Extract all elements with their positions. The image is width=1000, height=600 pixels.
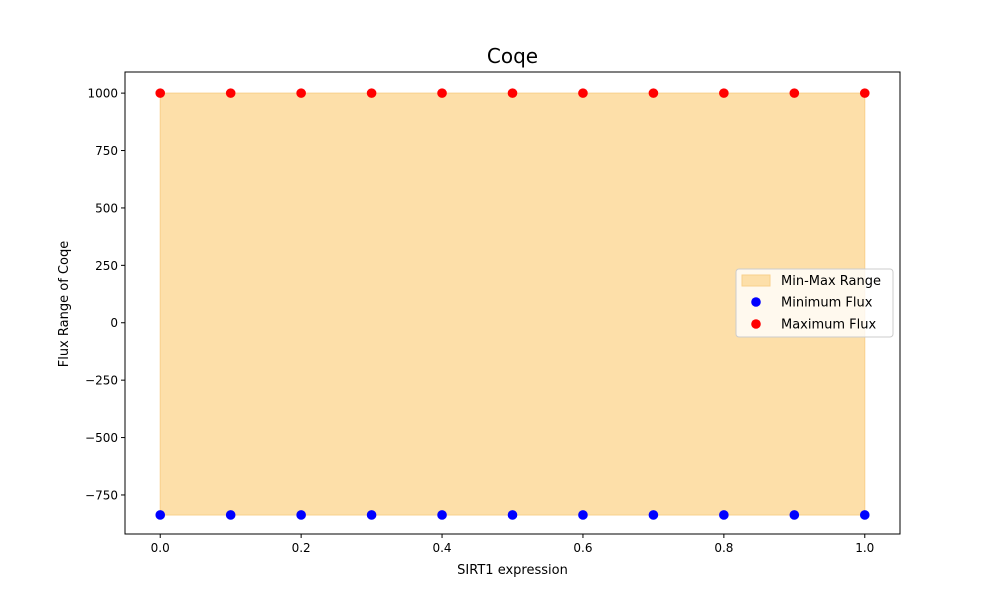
maximum-flux-point bbox=[719, 88, 729, 98]
x-ticks: 0.0 0.2 0.4 0.6 0.8 1.0 bbox=[151, 534, 874, 555]
x-tick-label: 0.8 bbox=[714, 541, 733, 555]
x-tick-label: 0.6 bbox=[573, 541, 592, 555]
x-tick-label: 0.4 bbox=[432, 541, 451, 555]
legend-box bbox=[735, 268, 894, 338]
y-tick-label: 1000 bbox=[87, 87, 118, 101]
y-tick-label: −500 bbox=[85, 431, 118, 445]
y-tick-label: 750 bbox=[95, 144, 118, 158]
maximum-flux-point bbox=[507, 88, 518, 98]
legend-swatch-range bbox=[741, 274, 771, 287]
minimum-flux-point bbox=[225, 510, 236, 520]
maximum-flux-point bbox=[437, 88, 447, 98]
maximum-flux-point bbox=[648, 88, 659, 98]
minimum-flux-point bbox=[366, 510, 377, 520]
maximum-flux-point bbox=[578, 88, 588, 98]
legend: Min-Max Range Minimum Flux Maximum Flux bbox=[735, 268, 894, 338]
minimum-flux-point bbox=[507, 510, 518, 520]
maximum-flux-point bbox=[366, 88, 377, 98]
chart-title: Coqe bbox=[487, 44, 538, 68]
minimum-flux-point bbox=[719, 510, 729, 520]
maximum-flux-point bbox=[859, 88, 870, 98]
y-tick-label: −750 bbox=[85, 488, 118, 502]
y-tick-label: 500 bbox=[95, 201, 118, 215]
y-tick-label: 0 bbox=[110, 316, 118, 330]
y-tick-label: 250 bbox=[95, 259, 118, 273]
x-tick-label: 0.0 bbox=[151, 541, 170, 555]
maximum-flux-point bbox=[296, 88, 306, 98]
legend-marker-maximum bbox=[751, 319, 761, 329]
axes-frame bbox=[124, 71, 901, 535]
minimum-flux-point bbox=[648, 510, 659, 520]
x-axis-label: SIRT1 expression bbox=[457, 563, 568, 578]
legend-marker-minimum bbox=[751, 297, 761, 307]
y-tick-label: −250 bbox=[85, 374, 118, 388]
maximum-flux-point bbox=[155, 88, 166, 98]
legend-label-maximum: Maximum Flux bbox=[781, 318, 877, 333]
maximum-flux-point bbox=[789, 88, 800, 98]
points-layer bbox=[155, 88, 870, 520]
x-tick-label: 1.0 bbox=[855, 541, 874, 555]
y-axis-label: Flux Range of Coqe bbox=[57, 241, 72, 367]
minimum-flux-point bbox=[859, 510, 870, 520]
minimum-flux-point bbox=[789, 510, 800, 520]
minimum-flux-point bbox=[437, 510, 447, 520]
x-tick-label: 0.2 bbox=[292, 541, 311, 555]
legend-label-minimum: Minimum Flux bbox=[781, 296, 873, 311]
minimum-flux-point bbox=[296, 510, 306, 520]
y-ticks: −750 −500 −250 0 250 500 750 1000 bbox=[85, 87, 125, 502]
maximum-flux-point bbox=[225, 88, 236, 98]
minimum-flux-point bbox=[155, 510, 166, 520]
legend-label-range: Min-Max Range bbox=[781, 274, 881, 289]
minimum-flux-point bbox=[578, 510, 588, 520]
